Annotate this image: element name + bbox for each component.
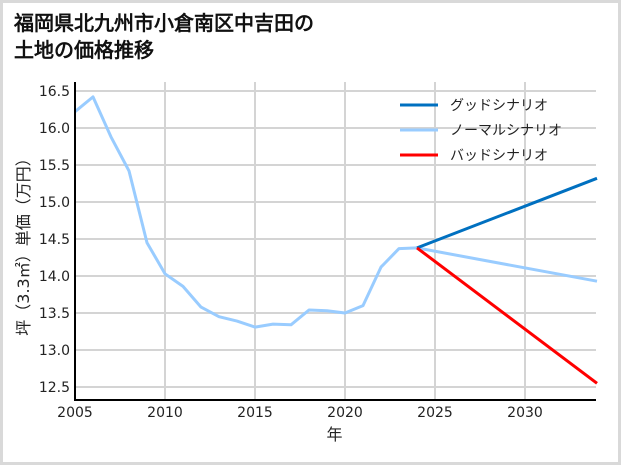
y-tick-label: 12.5	[39, 380, 70, 396]
x-tick-label: 2015	[237, 405, 273, 421]
axes	[74, 82, 596, 401]
x-tick-label: 2020	[327, 405, 363, 421]
x-tick-label: 2005	[57, 405, 93, 421]
y-tick-label: 14.5	[39, 232, 70, 248]
x-tick-label: 2010	[147, 405, 183, 421]
series-line	[416, 246, 598, 385]
y-tick-label: 16.5	[39, 84, 70, 100]
y-tick-label: 15.5	[39, 158, 70, 174]
series-line	[416, 176, 598, 250]
x-tick-label: 2025	[417, 405, 453, 421]
series-lines	[74, 95, 598, 385]
legend-label: ノーマルシナリオ	[450, 123, 562, 139]
y-tick-label: 13.0	[39, 343, 70, 359]
legend-label: グッドシナリオ	[450, 98, 548, 114]
legend-label: バッドシナリオ	[450, 148, 548, 164]
x-tick-label: 2030	[507, 405, 543, 421]
y-tick-label: 14.0	[39, 269, 70, 285]
y-tick-label: 16.0	[39, 121, 70, 137]
series-line	[74, 95, 598, 329]
x-axis-label: 年	[326, 425, 342, 444]
y-tick-label: 13.5	[39, 306, 70, 322]
tick-labels: 12.5 13.0 13.5 14.0 14.5 15.0 15.5 16.0 16.5 2005…	[39, 84, 543, 421]
chart-title: 福岡県北九州市小倉南区中吉田の 土地の価格推移	[14, 11, 314, 62]
y-axis-label: 坪（3.3㎡）単価（万円）	[14, 150, 33, 335]
y-tick-label: 15.0	[39, 195, 70, 211]
